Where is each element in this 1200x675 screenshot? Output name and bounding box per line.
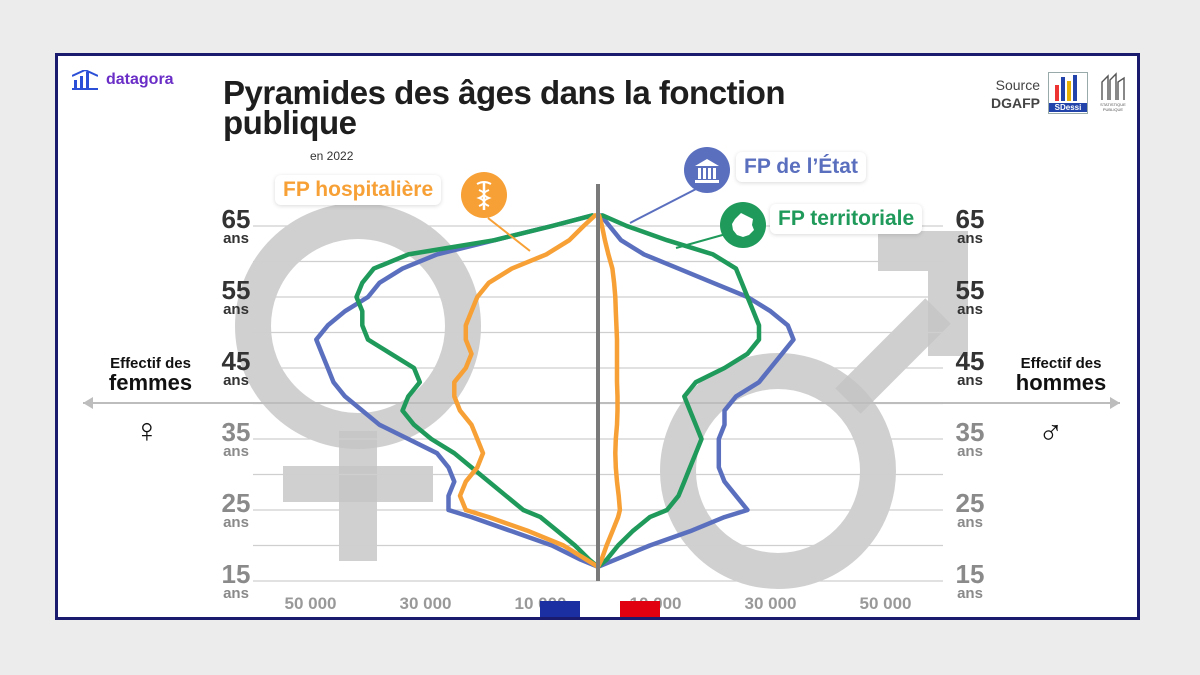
flag-blue xyxy=(540,601,580,617)
pyramid-chart: 15ans15ans25ans25ans35ans35ans45ans45ans… xyxy=(83,184,1120,613)
columns-icon xyxy=(1101,72,1125,100)
y-tick-unit: ans xyxy=(223,230,249,247)
building-icon xyxy=(684,147,730,193)
connector-territoriale xyxy=(675,233,727,249)
y-tick-labels: 15ans15ans25ans25ans35ans35ans45ans45ans… xyxy=(222,204,985,602)
y-tick-value: 35 xyxy=(956,417,985,447)
source-agency: DGAFP xyxy=(991,95,1040,111)
male-symbol-ring xyxy=(660,353,896,589)
y-tick-value: 15 xyxy=(956,559,985,589)
y-tick-unit: ans xyxy=(223,443,249,460)
female-symbol-icon: ♀ xyxy=(134,412,160,450)
source-block: Source DGAFP xyxy=(970,76,1040,112)
y-tick-unit: ans xyxy=(223,514,249,531)
connector-etat xyxy=(629,187,699,224)
y-tick-value: 45 xyxy=(956,346,985,376)
brand-logo: datagora xyxy=(72,70,174,90)
y-tick-value: 35 xyxy=(222,417,251,447)
y-tick-unit: ans xyxy=(223,301,249,318)
x-axis-arrow-left xyxy=(83,397,93,409)
x-axis-arrow xyxy=(83,397,1120,409)
men-count-label: Effectif des hommes xyxy=(1015,355,1107,395)
y-tick-value: 55 xyxy=(956,275,985,305)
female-symbol-bar xyxy=(283,466,433,502)
brand-name: datagora xyxy=(106,71,174,88)
women-count-label: Effectif des femmes xyxy=(108,355,193,395)
x-tick-label: 30 000 xyxy=(400,594,452,613)
y-tick-value: 65 xyxy=(222,204,251,234)
y-tick-unit: ans xyxy=(223,585,249,602)
y-tick-unit: ans xyxy=(957,301,983,318)
y-tick-value: 25 xyxy=(956,488,985,518)
y-tick-unit: ans xyxy=(957,585,983,602)
republique-francaise-flag xyxy=(540,601,660,617)
source-label: Source xyxy=(995,77,1040,93)
y-tick-unit: ans xyxy=(223,372,249,389)
sdessi-bars-icon xyxy=(1055,75,1077,101)
caduceus-icon xyxy=(461,172,507,218)
statistique-publique-label: STATISTIQUE PUBLIQUE xyxy=(1100,102,1126,112)
y-tick-value: 55 xyxy=(222,275,251,305)
statistique-publique-logo: STATISTIQUE PUBLIQUE xyxy=(1098,72,1128,112)
x-tick-label: 50 000 xyxy=(285,594,337,613)
callout-territoriale: FP territoriale xyxy=(770,204,923,234)
france-map-icon xyxy=(720,202,766,248)
y-tick-unit: ans xyxy=(957,372,983,389)
gender-symbols-background xyxy=(235,203,968,589)
flag-red xyxy=(620,601,660,617)
y-tick-value: 65 xyxy=(956,204,985,234)
page-title: Pyramides des âges dans la fonction publ… xyxy=(223,74,786,141)
y-tick-unit: ans xyxy=(957,443,983,460)
callout-connectors xyxy=(487,187,727,252)
page-subtitle: en 2022 xyxy=(310,149,354,163)
bar-chart-icon xyxy=(72,70,98,90)
sdessi-label: SDessi xyxy=(1049,103,1087,112)
y-tick-value: 25 xyxy=(222,488,251,518)
sdessi-logo: SDessi xyxy=(1048,72,1088,114)
male-symbol-shaft xyxy=(835,298,951,414)
x-axis-arrow-right xyxy=(1110,397,1120,409)
y-tick-unit: ans xyxy=(957,514,983,531)
y-tick-value: 15 xyxy=(222,559,251,589)
callout-etat: FP de l’État xyxy=(736,152,866,182)
x-tick-label: 50 000 xyxy=(860,594,912,613)
connector-hospitaliere xyxy=(487,217,531,252)
male-symbol-icon: ♂ xyxy=(1038,414,1064,452)
callout-hospitaliere: FP hospitalière xyxy=(275,175,442,205)
y-tick-unit: ans xyxy=(957,230,983,247)
x-tick-label: 30 000 xyxy=(745,594,797,613)
flag-white xyxy=(580,601,620,617)
male-symbol-arrowhead xyxy=(878,231,968,356)
y-tick-value: 45 xyxy=(222,346,251,376)
infographic-frame: 15 ans 15 ans 25 ans 25 ans 35 ans 35 ans 45 ans 45 ans… xyxy=(55,53,1140,620)
